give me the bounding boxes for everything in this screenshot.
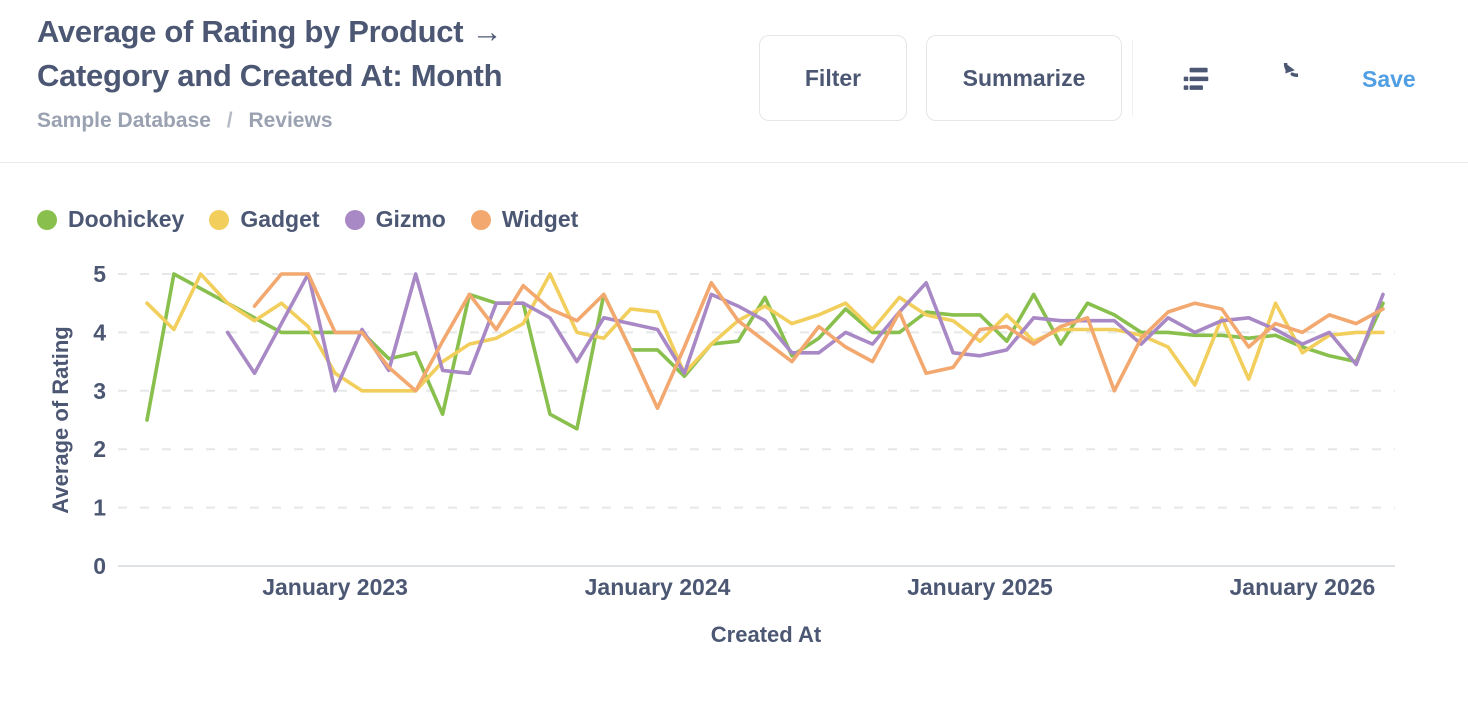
legend-label: Doohickey (68, 206, 185, 232)
legend-dot-gadget (209, 209, 230, 230)
legend-item-gizmo[interactable]: Gizmo (344, 206, 446, 233)
series-line-doohickey[interactable] (145, 272, 1385, 431)
x-tick-label: January 2023 (262, 574, 408, 600)
page-title[interactable]: Average of Rating by Product → Category … (37, 10, 657, 98)
notebook-icon[interactable] (1180, 63, 1212, 95)
legend-item-widget[interactable]: Widget (470, 206, 579, 233)
x-tick-label: January 2025 (907, 574, 1053, 600)
y-tick-label: 4 (93, 319, 106, 345)
legend-dot-gizmo (344, 209, 365, 230)
legend-dot-widget (470, 209, 491, 230)
page-title-line1: Average of Rating by Product → (37, 14, 503, 49)
breadcrumb-separator: / (226, 109, 233, 132)
filter-button[interactable]: Filter (759, 35, 907, 121)
series-line-widget[interactable] (252, 272, 1385, 411)
legend-dot-doohickey (37, 209, 57, 230)
x-tick-label: January 2026 (1230, 574, 1376, 600)
refresh-icon-glyph (1283, 50, 1311, 77)
line-chart[interactable]: 0 1 2 3 4 5 January 2023 January 2024 January 20… (0, 170, 1468, 710)
y-tick-label: 2 (93, 436, 106, 462)
x-axis-title: Created At (711, 622, 822, 647)
breadcrumb: Sample Database / Reviews (37, 109, 333, 133)
legend-item-gadget[interactable]: Gadget (209, 206, 320, 233)
chart-legend: Doohickey Gadget Gizmo Widget (37, 206, 578, 233)
toolbar-divider (1132, 40, 1133, 116)
y-tick-label: 5 (93, 261, 106, 287)
x-tick-label: January 2024 (585, 574, 731, 600)
legend-label: Gizmo (375, 206, 446, 232)
header-divider (0, 162, 1468, 163)
save-button[interactable]: Save (1362, 66, 1416, 93)
summarize-button-label: Summarize (962, 64, 1086, 91)
legend-label: Gadget (240, 206, 320, 232)
legend-label: Widget (501, 206, 579, 232)
refresh-icon[interactable] (1266, 50, 1311, 95)
y-tick-label: 0 (93, 553, 106, 579)
series-line-gizmo[interactable] (225, 272, 1385, 393)
y-tick-label: 3 (93, 378, 106, 404)
notebook-icon-glyph (1183, 67, 1209, 90)
y-axis-title: Average of Rating (48, 326, 73, 513)
breadcrumb-database[interactable]: Sample Database (37, 109, 211, 132)
legend-item-doohickey[interactable]: Doohickey (37, 206, 184, 233)
filter-button-label: Filter (804, 64, 862, 91)
breadcrumb-table[interactable]: Reviews (248, 109, 333, 132)
y-tick-label: 1 (93, 495, 106, 521)
page-title-line2: Category and Created At: Month (37, 58, 503, 94)
save-button-label: Save (1362, 66, 1416, 92)
series-line-gadget[interactable] (145, 272, 1385, 393)
summarize-button[interactable]: Summarize (926, 35, 1122, 121)
